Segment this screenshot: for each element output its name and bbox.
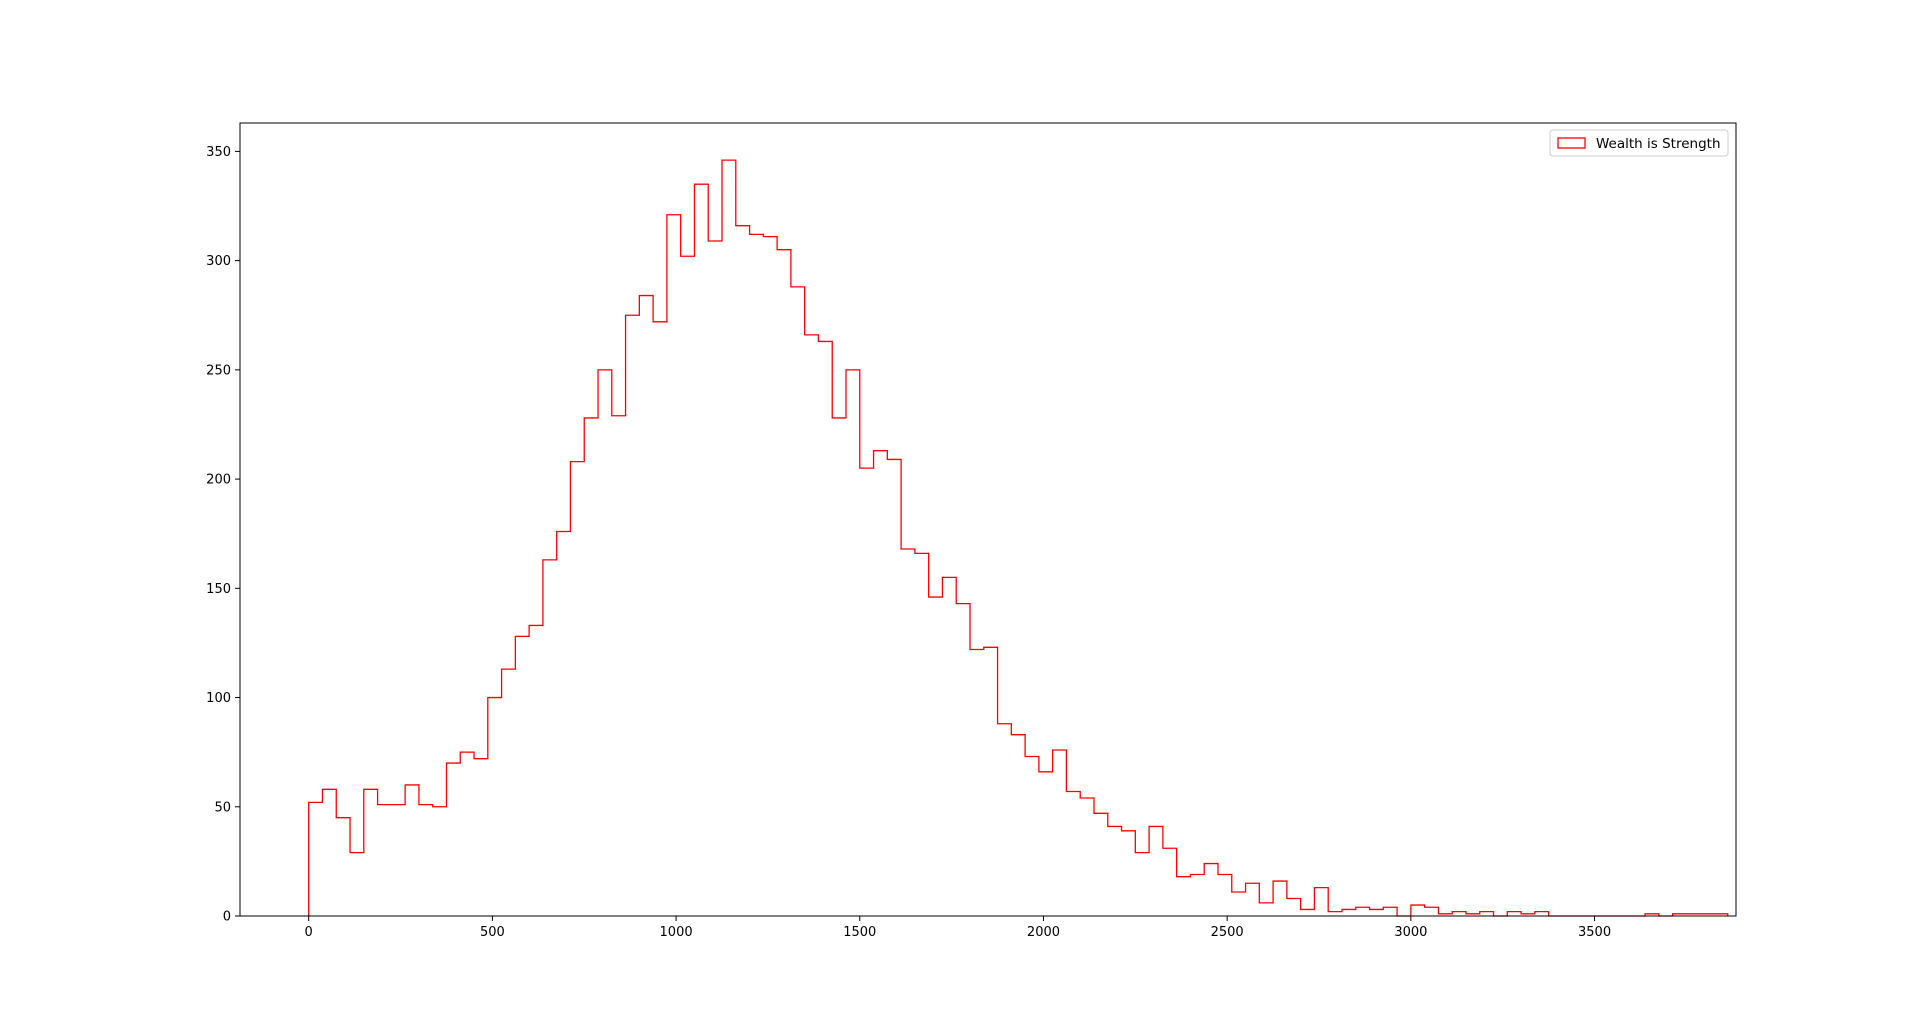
legend: Wealth is Strength: [1549, 129, 1729, 157]
y-tick-label: 150: [206, 582, 231, 597]
legend-swatch: [1557, 137, 1586, 149]
x-tick-label: 0: [305, 925, 313, 940]
y-tick-label: 300: [206, 254, 231, 269]
x-axis-ticks: 0 500 1000 1500 2000 2500 3000 3500: [305, 916, 1611, 940]
x-tick-label: 2000: [1027, 925, 1060, 940]
plot-area-background: [240, 123, 1736, 916]
y-tick-label: 350: [206, 145, 231, 160]
x-tick-label: 3500: [1578, 925, 1611, 940]
y-tick-label: 50: [214, 800, 231, 815]
x-tick-label: 3000: [1394, 925, 1427, 940]
y-tick-label: 100: [206, 691, 231, 706]
x-tick-label: 1000: [660, 925, 693, 940]
legend-box: [1549, 129, 1729, 157]
y-tick-label: 250: [206, 363, 231, 378]
y-tick-label: 200: [206, 473, 231, 488]
y-tick-label: 0: [223, 910, 231, 925]
x-tick-label: 1500: [843, 925, 876, 940]
y-axis-ticks: 0 50 100 150 200 250 300 350: [206, 145, 240, 925]
x-tick-label: 2500: [1211, 925, 1244, 940]
histogram-series-wealth-is-strength: [308, 159, 1729, 917]
plot-frame: [239, 122, 1737, 917]
legend-label: Wealth is Strength: [1596, 136, 1721, 152]
x-tick-label: 500: [480, 925, 505, 940]
